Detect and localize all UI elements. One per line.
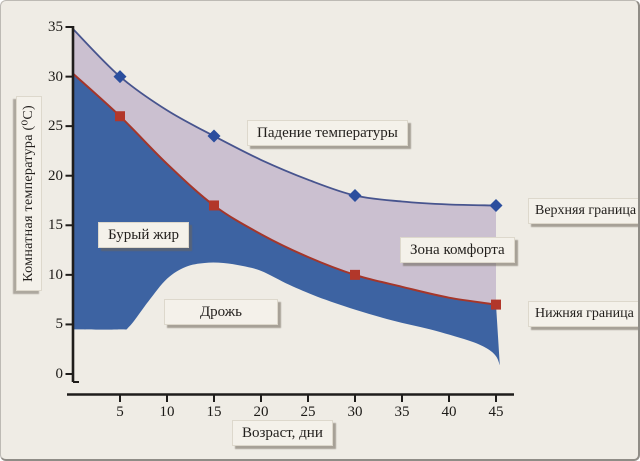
x-tick-label: 35 xyxy=(394,404,410,420)
x-tick-label: 20 xyxy=(253,404,269,420)
annotation-lower-bound: Нижняя граница xyxy=(528,301,638,327)
lower-boundary-line xyxy=(72,72,497,306)
lower-markers xyxy=(115,111,501,310)
y-tick-label: 20 xyxy=(48,167,63,184)
y-tick-label: 30 xyxy=(48,68,63,85)
y-axis-label: Комнатная температура (⁰C) xyxy=(21,105,36,282)
comfort-zone-area xyxy=(73,29,496,305)
x-axis-label-box: Возраст, дни xyxy=(232,420,333,446)
x-tick-label: 40 xyxy=(441,404,457,420)
x-tick-label: 10 xyxy=(159,404,175,420)
diamond-marker xyxy=(489,198,503,212)
brown-fat-area xyxy=(73,73,500,366)
x-tick-label: 45 xyxy=(488,404,504,420)
y-tick-label: 25 xyxy=(48,118,63,135)
upper-markers xyxy=(113,70,503,212)
square-marker xyxy=(350,269,360,280)
x-tick-label: 15 xyxy=(206,404,222,420)
square-marker xyxy=(491,299,501,310)
axes xyxy=(65,25,514,402)
y-tick-label: 0 xyxy=(55,366,64,382)
square-marker xyxy=(209,200,219,211)
upper-boundary-line xyxy=(72,28,497,207)
annotation-comfort-zone: Зона комфорта xyxy=(400,237,515,263)
square-marker xyxy=(115,111,125,122)
annotation-shivering: Дрожь xyxy=(164,299,278,325)
diamond-marker xyxy=(207,129,221,143)
annotation-upper-bound: Верхняя граница xyxy=(528,198,638,224)
y-tick-label: 10 xyxy=(48,266,63,283)
y-tick-label: 5 xyxy=(55,316,64,333)
y-tick-label: 35 xyxy=(48,18,63,35)
diamond-marker xyxy=(113,70,127,84)
annotation-temp-drop: Падение температуры xyxy=(247,120,408,146)
y-tick-label: 15 xyxy=(48,217,63,234)
x-tick-label: 30 xyxy=(347,404,363,420)
diamond-marker xyxy=(348,189,362,203)
x-tick-label: 5 xyxy=(116,404,124,420)
annotation-brown-fat: Бурый жир xyxy=(98,222,189,248)
x-tick-label: 25 xyxy=(300,404,316,420)
y-axis-label-box: Комнатная температура (⁰C) xyxy=(16,96,42,291)
